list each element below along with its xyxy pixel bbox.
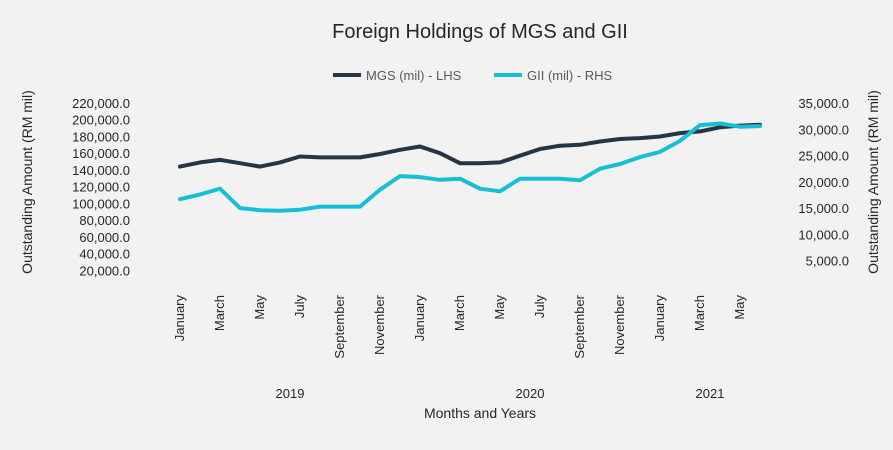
y-right-tick-label: 35,000.0 [798, 96, 849, 111]
x-tick-label: May [252, 295, 267, 320]
year-label: 2019 [276, 386, 305, 401]
y-right-tick-label: 30,000.0 [798, 122, 849, 137]
y-left-tick-label: 120,000.0 [72, 180, 130, 195]
y-right-tick-label: 15,000.0 [798, 201, 849, 216]
x-tick-label: November [372, 294, 387, 355]
x-axis: January March May July September November Janu… [172, 294, 747, 358]
x-tick-label: March [212, 295, 227, 331]
y-right-tick-label: 10,000.0 [798, 227, 849, 242]
x-axis-title: Months and Years [424, 405, 536, 421]
chart-title: Foreign Holdings of MGS and GII [332, 21, 628, 43]
y-axis-right: 5,000.0 10,000.0 15,000.0 20,000.0 25,000.0 3… [798, 96, 849, 269]
y-left-tick-label: 180,000.0 [72, 129, 130, 144]
x-tick-label: March [692, 295, 707, 331]
x-tick-label: November [612, 294, 627, 355]
legend-label-gii: GII (mil) - RHS [527, 68, 613, 83]
y-right-tick-label: 20,000.0 [798, 175, 849, 190]
y-left-tick-label: 80,000.0 [79, 213, 130, 228]
x-axis-year-labels: 2019 2020 2021 [276, 386, 725, 401]
series-line-mgs [178, 122, 762, 169]
x-tick-label: May [492, 295, 507, 320]
x-tick-label: July [292, 295, 307, 319]
y-left-tick-label: 20,000.0 [79, 263, 130, 278]
legend-label-mgs: MGS (mil) - LHS [366, 68, 462, 83]
x-tick-label: January [172, 295, 187, 342]
y-axis-left: 20,000.040,000.0 60,000.0 80,000.0 100,000.… [72, 96, 130, 278]
x-tick-label: May [732, 295, 747, 320]
x-tick-label: January [412, 295, 427, 342]
y-left-tick-label: 220,000.0 [72, 96, 130, 111]
y-left-tick-label: 60,000.0 [79, 230, 130, 245]
y-left-tick-label: 100,000.0 [72, 196, 130, 211]
y-left-tick-label: 140,000.0 [72, 163, 130, 178]
x-tick-label: September [332, 294, 347, 358]
x-tick-label: September [572, 294, 587, 358]
x-tick-label: July [532, 295, 547, 319]
series-line-gii [178, 121, 762, 213]
y-left-tick-label: 200,000.0 [72, 113, 130, 128]
legend: MGS (mil) - LHS GII (mil) - RHS [333, 68, 613, 83]
year-label: 2020 [516, 386, 545, 401]
x-tick-label: January [652, 295, 667, 342]
x-tick-label: March [452, 295, 467, 331]
y-axis-right-title: Outstanding Amount (RM mil) [865, 90, 881, 274]
y-right-tick-label: 5,000.0 [806, 254, 849, 269]
y-right-tick-label: 25,000.0 [798, 149, 849, 164]
y-axis-left-title: Outstanding Amount (RM mil) [19, 90, 35, 274]
y-left-tick-label: 160,000.0 [72, 146, 130, 161]
y-left-tick-label: 40,000.0 [79, 247, 130, 262]
series-lines [178, 121, 762, 213]
year-label: 2021 [696, 386, 725, 401]
